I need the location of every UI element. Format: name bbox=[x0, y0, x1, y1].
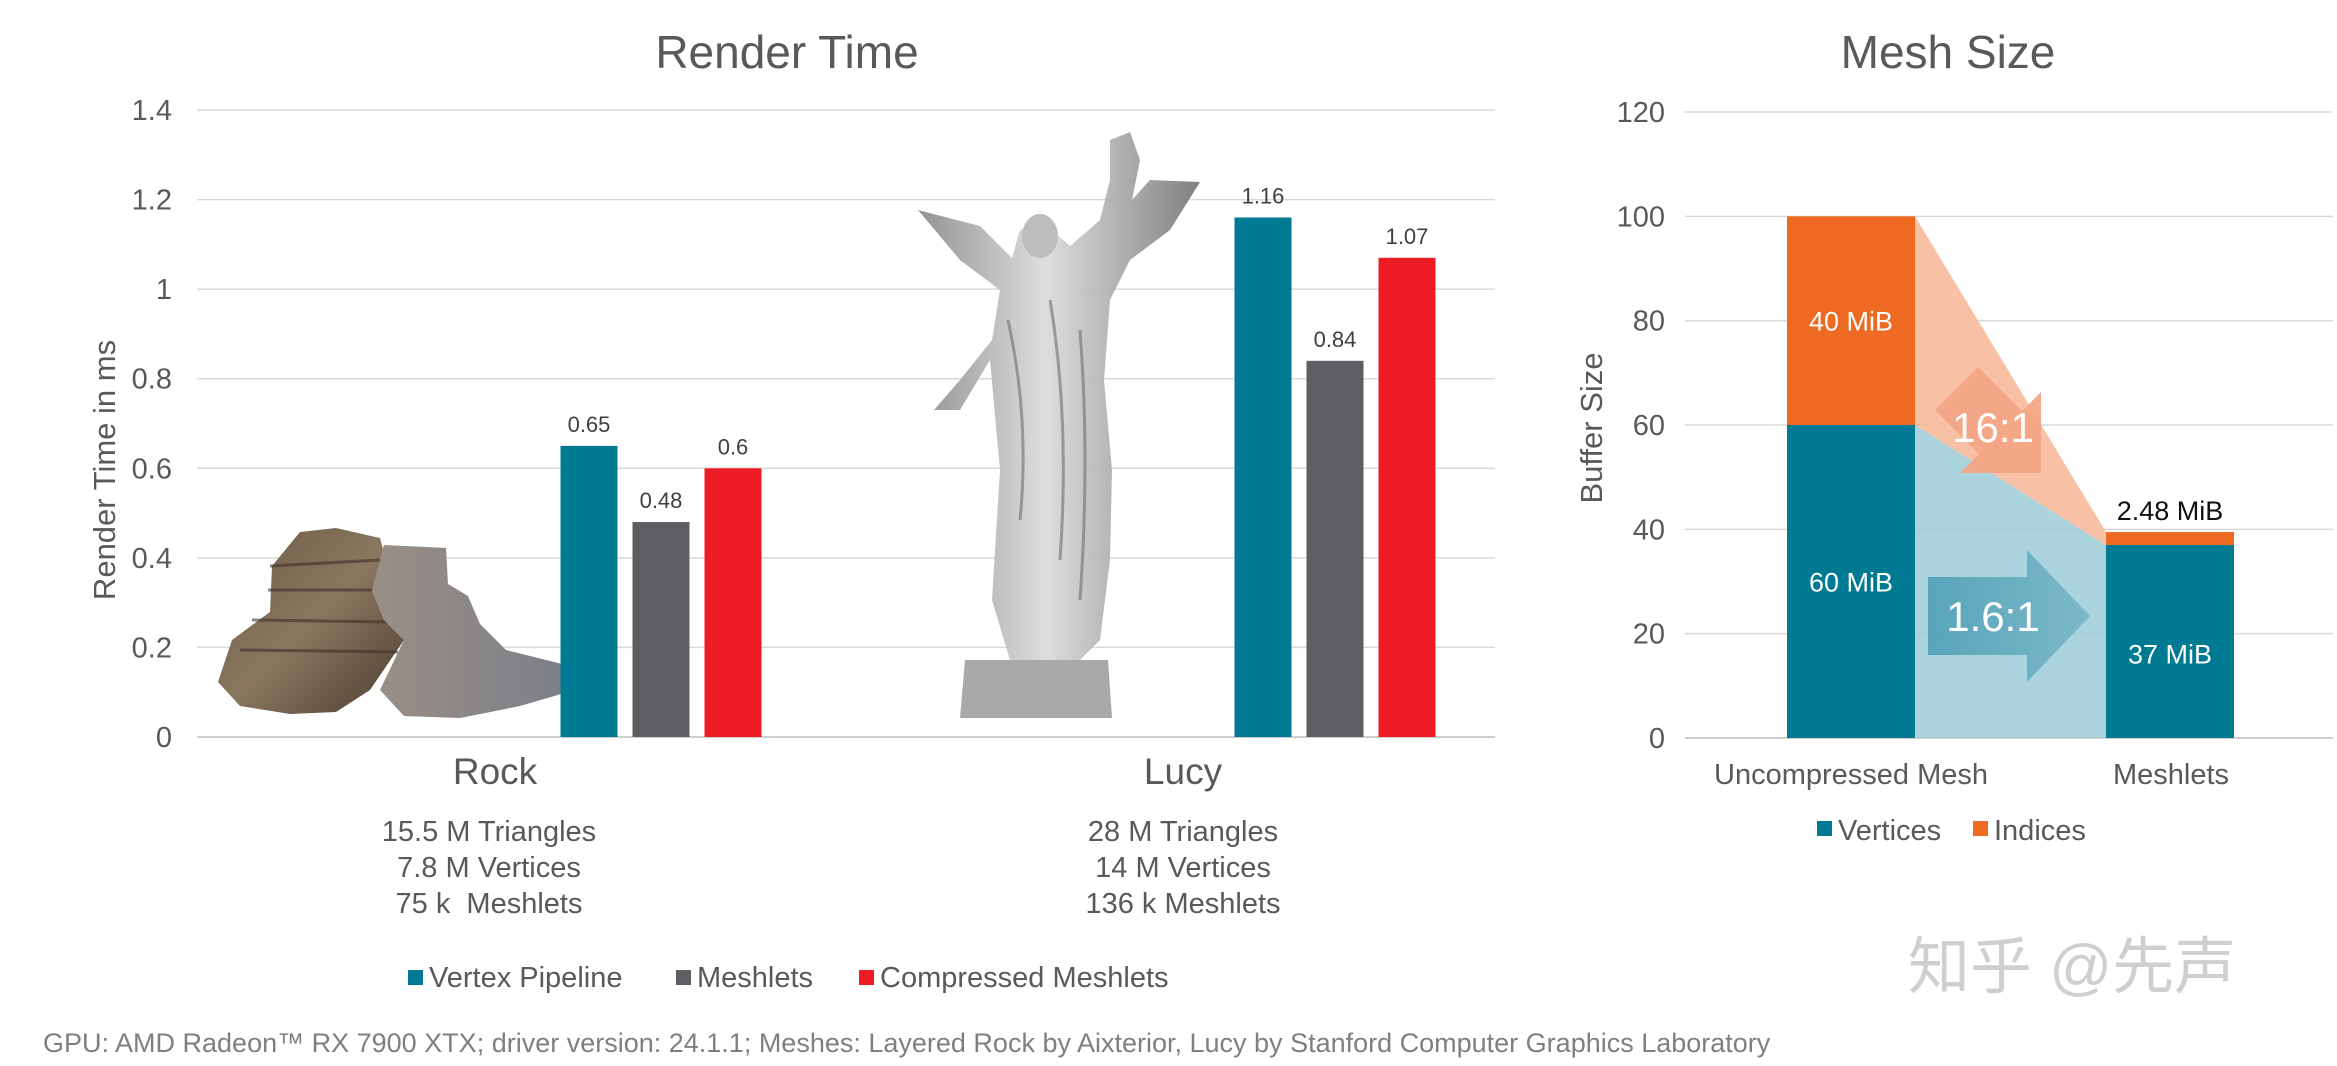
value-label-meshlets-vertices: 37 MiB bbox=[2128, 639, 2212, 669]
mesh-category-label-meshlets: Meshlets bbox=[2113, 759, 2229, 791]
rock-vertices: 7.8 M Vertices bbox=[397, 852, 581, 884]
mesh-size-y-tick: 60 bbox=[1633, 410, 1665, 442]
value-label-uncompressed-vertices: 60 MiB bbox=[1809, 568, 1893, 598]
stack-uncompressed-mesh-indices bbox=[1787, 216, 1915, 425]
stack-meshlets-indices bbox=[2106, 532, 2234, 545]
render-time-legend: Vertex Pipeline Meshlets Compressed Mesh… bbox=[408, 962, 1169, 994]
compression-arrows: 16:1 1.6:1 bbox=[1928, 367, 2090, 682]
bar-lucy-meshlets bbox=[1306, 360, 1364, 737]
bar-lucy-compressed-meshlets bbox=[1378, 257, 1436, 737]
category-label-rock: Rock bbox=[453, 751, 538, 792]
value-label-meshlets-indices: 2.48 MiB bbox=[2117, 496, 2224, 526]
render-time-y-tick: 0.2 bbox=[132, 632, 172, 664]
mesh-size-y-tick: 0 bbox=[1649, 723, 1665, 755]
bar-rock-vertex-pipeline bbox=[560, 445, 618, 737]
legend-swatch-vertices bbox=[1817, 821, 1832, 836]
indices-compression-arrow bbox=[1935, 367, 2041, 473]
legend-swatch-meshlets bbox=[676, 970, 691, 985]
legend-label-vertex-pipeline: Vertex Pipeline bbox=[429, 962, 622, 994]
lucy-vertices: 14 M Vertices bbox=[1095, 852, 1271, 884]
bar-label-rock-compressed-meshlets: 0.6 bbox=[718, 434, 749, 459]
legend-label-compressed-meshlets: Compressed Meshlets bbox=[880, 962, 1169, 994]
lucy-details: 28 M Triangles 14 M Vertices 136 k Meshl… bbox=[1085, 816, 1280, 920]
legend-swatch-indices bbox=[1973, 821, 1988, 836]
render-time-y-tick-labels: 0 0.2 0.4 0.6 0.8 1 1.2 1.4 bbox=[132, 95, 172, 754]
render-time-y-tick: 0.8 bbox=[132, 364, 172, 396]
legend-label-indices: Indices bbox=[1994, 815, 2086, 847]
render-time-y-tick: 0 bbox=[156, 722, 172, 754]
mesh-size-y-tick: 80 bbox=[1633, 306, 1665, 338]
lucy-statue-illustration bbox=[918, 132, 1200, 718]
render-time-y-tick: 1.4 bbox=[132, 95, 172, 127]
render-time-y-tick: 0.6 bbox=[132, 453, 172, 485]
ratio-label-indices: 16:1 bbox=[1952, 404, 2034, 451]
mesh-size-bar-labels: 60 MiB 40 MiB 37 MiB 2.48 MiB bbox=[1809, 307, 2223, 670]
footnote: GPU: AMD Radeon™ RX 7900 XTX; driver ver… bbox=[43, 1028, 1771, 1058]
mesh-size-title: Mesh Size bbox=[1841, 26, 2056, 78]
bar-label-lucy-vertex-pipeline: 1.16 bbox=[1242, 183, 1285, 208]
bar-label-lucy-meshlets: 0.84 bbox=[1314, 327, 1357, 352]
mesh-size-y-tick: 100 bbox=[1617, 201, 1665, 233]
rock-illustration bbox=[218, 528, 568, 718]
render-time-bar-labels: 0.65 0.48 0.6 1.16 0.84 1.07 bbox=[568, 183, 1429, 513]
mesh-size-y-axis-label: Buffer Size bbox=[1574, 352, 1609, 503]
bar-rock-meshlets bbox=[632, 522, 690, 737]
render-time-y-tick: 1.2 bbox=[132, 185, 172, 217]
rock-triangles: 15.5 M Triangles bbox=[382, 816, 596, 848]
mesh-size-connectors bbox=[1915, 216, 2106, 738]
render-time-y-axis-label: Render Time in ms bbox=[87, 340, 122, 600]
mesh-size-y-tick: 40 bbox=[1633, 514, 1665, 546]
watermark: 知乎 @先声 bbox=[1908, 933, 2236, 1002]
mesh-size-bars bbox=[1787, 216, 2234, 738]
bar-label-rock-meshlets: 0.48 bbox=[640, 488, 683, 513]
rock-meshlets: 75 k Meshlets bbox=[396, 888, 583, 920]
bar-lucy-vertex-pipeline bbox=[1234, 217, 1292, 737]
stack-uncompressed-mesh-vertices bbox=[1787, 425, 1915, 738]
render-time-bars bbox=[560, 217, 1436, 737]
rock-details: 15.5 M Triangles 7.8 M Vertices 75 k Mes… bbox=[382, 816, 596, 920]
mesh-size-y-tick-labels: 0 20 40 60 80 100 120 bbox=[1617, 97, 1665, 755]
bar-rock-compressed-meshlets bbox=[704, 468, 762, 737]
mesh-category-label-uncompressed: Uncompressed Mesh bbox=[1714, 759, 1988, 791]
legend-swatch-vertex-pipeline bbox=[408, 970, 423, 985]
lucy-triangles: 28 M Triangles bbox=[1088, 816, 1278, 848]
legend-swatch-compressed-meshlets bbox=[859, 970, 874, 985]
mesh-size-y-tick: 120 bbox=[1617, 97, 1665, 129]
stack-meshlets-vertices bbox=[2106, 544, 2234, 738]
lucy-meshlets: 136 k Meshlets bbox=[1085, 888, 1280, 920]
ratio-label-vertices: 1.6:1 bbox=[1946, 593, 2039, 640]
vertices-compression-arrow bbox=[1928, 550, 2090, 682]
mesh-size-legend: Vertices Indices bbox=[1817, 815, 2086, 847]
render-time-y-tick: 1 bbox=[156, 274, 172, 306]
legend-label-vertices: Vertices bbox=[1838, 815, 1941, 847]
indices-connector-band bbox=[1915, 216, 2106, 545]
mesh-size-y-tick: 20 bbox=[1633, 619, 1665, 651]
render-time-y-tick: 0.4 bbox=[132, 543, 172, 575]
category-label-lucy: Lucy bbox=[1144, 751, 1223, 792]
value-label-uncompressed-indices: 40 MiB bbox=[1809, 307, 1893, 337]
legend-label-meshlets: Meshlets bbox=[697, 962, 813, 994]
bar-label-rock-vertex-pipeline: 0.65 bbox=[568, 412, 611, 437]
bar-label-lucy-compressed-meshlets: 1.07 bbox=[1386, 224, 1429, 249]
render-time-title: Render Time bbox=[655, 26, 918, 78]
